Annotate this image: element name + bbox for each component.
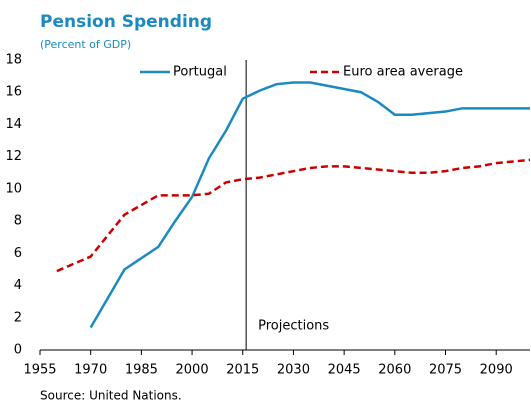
x-tick-label: 2015 bbox=[226, 363, 259, 378]
x-tick-label: 2090 bbox=[480, 363, 513, 378]
x-tick-label: 1955 bbox=[23, 363, 56, 378]
y-tick-label: 12 bbox=[5, 149, 22, 164]
y-tick-label: 0 bbox=[14, 343, 22, 358]
y-tick-label: 2 bbox=[14, 310, 22, 325]
y-tick-label: 4 bbox=[14, 278, 22, 293]
y-tick-label: 16 bbox=[5, 85, 22, 100]
legend-label: Portugal bbox=[173, 65, 227, 80]
x-tick-label: 2060 bbox=[378, 363, 411, 378]
annotation: Projections bbox=[258, 318, 329, 333]
x-tick-label: 2000 bbox=[176, 363, 209, 378]
x-tick-label: 1970 bbox=[74, 363, 107, 378]
x-tick-label: 1985 bbox=[125, 363, 158, 378]
y-tick-label: 14 bbox=[5, 117, 22, 132]
chart-title: Pension Spending bbox=[40, 12, 212, 32]
chart-subtitle: (Percent of GDP) bbox=[40, 38, 131, 51]
legend-label: Euro area average bbox=[343, 65, 463, 80]
source-note: Source: United Nations. bbox=[40, 389, 182, 403]
series-line bbox=[89, 81, 530, 329]
y-tick-label: 6 bbox=[14, 246, 22, 261]
y-tick-label: 8 bbox=[14, 214, 22, 229]
y-tick-label: 10 bbox=[5, 181, 22, 196]
series-line bbox=[56, 158, 531, 273]
x-tick-label: 2045 bbox=[328, 363, 361, 378]
y-tick-label: 18 bbox=[5, 53, 22, 68]
x-tick-label: 2075 bbox=[429, 363, 462, 378]
x-tick-label: 2030 bbox=[277, 363, 310, 378]
